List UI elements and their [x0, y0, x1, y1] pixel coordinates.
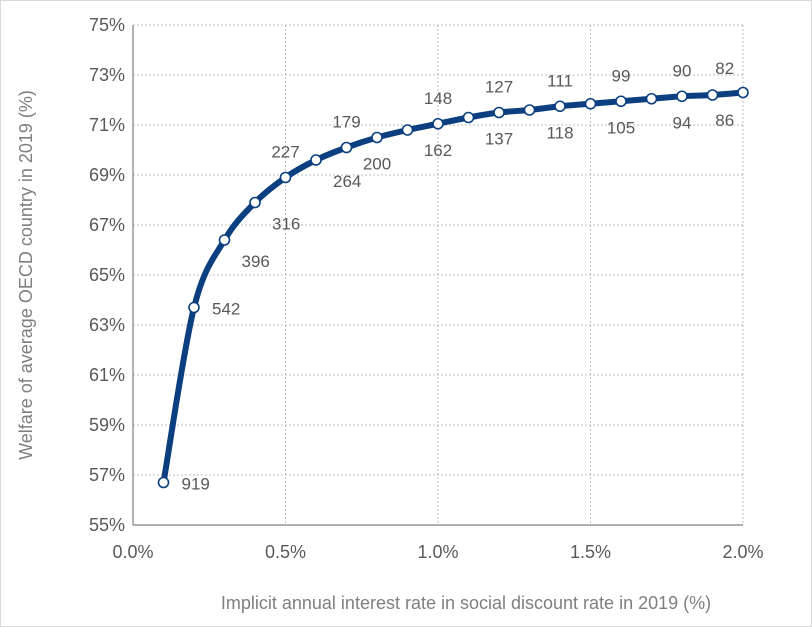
- data-point: [462, 111, 475, 124]
- data-point: [157, 476, 170, 489]
- data-point: [188, 301, 200, 314]
- data-point: [645, 92, 658, 105]
- data-point: [493, 106, 505, 119]
- data-label: 86: [715, 111, 734, 130]
- data-point: [371, 131, 383, 144]
- y-tick-label: 57%: [89, 465, 125, 485]
- data-point: [340, 141, 353, 154]
- data-point: [523, 104, 536, 116]
- data-point: [401, 124, 414, 136]
- y-tick-label: 55%: [89, 515, 125, 535]
- data-point: [554, 100, 566, 113]
- y-tick-label: 67%: [89, 215, 125, 235]
- y-tick-label: 63%: [89, 315, 125, 335]
- data-point: [615, 95, 627, 108]
- data-label: 118: [546, 123, 573, 142]
- y-tick-label: 71%: [89, 115, 125, 135]
- series-line: [160, 89, 746, 486]
- data-label: 148: [424, 89, 452, 108]
- data-point: [737, 86, 749, 99]
- data-label: 162: [424, 141, 452, 160]
- y-axis-title: Welfare of average OECD country in 2019 …: [16, 90, 36, 460]
- axis-layer: 55% 57% 59% 61% 63% 65% 67% 69% 71% 73% 75% 0.0% 0.5…: [89, 15, 764, 562]
- data-point: [584, 97, 597, 110]
- x-tick-label: 1.0%: [417, 542, 458, 562]
- data-label: 396: [242, 252, 270, 271]
- data-point: [706, 89, 719, 101]
- data-label: 264: [333, 172, 361, 191]
- data-label: 94: [673, 113, 692, 132]
- data-label: 105: [607, 118, 635, 137]
- data-point: [310, 154, 322, 166]
- y-tick-label: 75%: [89, 15, 125, 35]
- data-label: 200: [363, 155, 391, 174]
- data-label: 82: [715, 59, 734, 78]
- data-label: 179: [332, 113, 360, 132]
- data-point: [249, 196, 261, 209]
- data-label: 127: [485, 78, 513, 97]
- y-tick-label: 73%: [89, 65, 125, 85]
- x-tick-label: 0.5%: [265, 542, 306, 562]
- y-tick-label: 65%: [89, 265, 125, 285]
- data-label: 316: [272, 215, 300, 234]
- y-tick-label: 59%: [89, 415, 125, 435]
- data-label: 99: [612, 66, 631, 85]
- x-axis-title: Implicit annual interest rate in social …: [221, 593, 711, 613]
- y-tick-label: 69%: [89, 165, 125, 185]
- data-label: 111: [547, 71, 573, 90]
- data-point: [432, 117, 444, 130]
- data-label: 542: [212, 300, 240, 319]
- y-tick-label: 61%: [89, 365, 125, 385]
- data-label: 137: [485, 130, 513, 149]
- data-label: 227: [271, 143, 299, 162]
- data-label: 919: [182, 475, 210, 494]
- data-point: [279, 171, 292, 184]
- x-tick-label: 0.0%: [112, 542, 153, 562]
- data-label: 90: [673, 61, 692, 80]
- x-tick-label: 1.5%: [570, 542, 611, 562]
- grid-layer: [133, 24, 744, 525]
- x-tick-label: 2.0%: [722, 542, 763, 562]
- data-point: [676, 90, 688, 103]
- series-layer: [157, 86, 749, 489]
- data-point: [218, 234, 231, 246]
